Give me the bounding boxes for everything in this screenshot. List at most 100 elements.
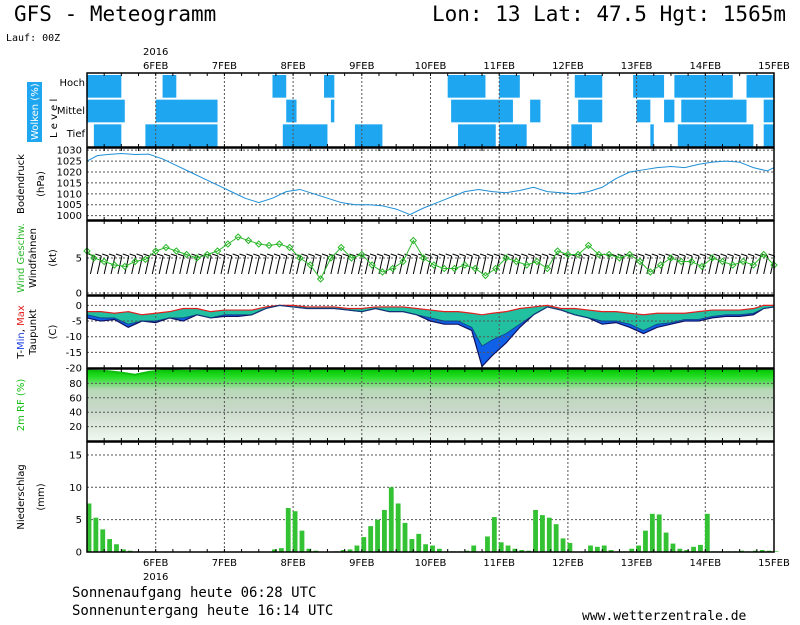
precip-bar [498, 542, 504, 552]
wind-barb-flag [589, 253, 597, 257]
wind-speed-point [440, 264, 448, 273]
cloud-cover-low-segment [354, 124, 383, 147]
frame-layer [86, 72, 775, 553]
wind-barb-flag [411, 253, 418, 257]
wind-barb-flag [266, 253, 274, 257]
wind-speed-point [90, 254, 98, 262]
precip-bar [491, 517, 497, 552]
wind-speed-point [399, 257, 407, 266]
wind-barb-flag [644, 253, 652, 257]
day-label-top: 9FEB [349, 61, 374, 72]
wind-speed-point [255, 240, 263, 248]
wind-speed-point [492, 264, 500, 273]
wind-speed-point [327, 254, 335, 262]
wind-barb-flag [314, 253, 322, 257]
wind-barb [467, 255, 473, 275]
temperature-axis-label-part: Min [16, 332, 27, 350]
wind-barb [192, 255, 198, 275]
wind-barb [550, 255, 556, 275]
precip-bar [759, 550, 765, 552]
precip-bar [594, 546, 600, 552]
wind-barb [247, 255, 253, 275]
wind-barb [605, 255, 611, 275]
wind-barb [165, 255, 171, 275]
day-label-bottom: 14FEB [689, 558, 721, 569]
wind-speed-point [522, 261, 531, 269]
wind-speed-point [121, 262, 129, 271]
wind-barb [241, 255, 247, 275]
precip-bar [114, 544, 119, 552]
wind-barb [282, 255, 288, 275]
precip-bar [93, 517, 99, 552]
wind-barb-flag [321, 253, 329, 257]
pressure-tick-label: 1000 [57, 211, 82, 222]
cloud-cover-high-segment [324, 75, 335, 98]
precip-bar [354, 545, 360, 552]
wind-speed-point [574, 250, 582, 259]
precip-bar [120, 549, 126, 552]
wind-barb [364, 255, 370, 275]
precip-bar [649, 513, 655, 552]
cloud-cover-mid-segment [87, 99, 125, 123]
wind-barb [557, 255, 563, 275]
cloud-axis-label-bg [27, 82, 42, 142]
cloud-cover-low-segment [282, 124, 328, 147]
cloud-cover-high-segment [162, 75, 177, 98]
wind-barb [234, 255, 240, 275]
precip-bar [643, 530, 648, 552]
wind-speed-point [306, 261, 314, 269]
precip-bar [704, 513, 710, 552]
wind-barb [144, 255, 150, 275]
wind-barb [735, 255, 741, 275]
wind-barb [763, 255, 769, 275]
wind-barb-flag [582, 253, 590, 257]
pressure-line [86, 152, 775, 216]
precip-tick-label: 0 [76, 548, 82, 559]
wind-barb [543, 255, 549, 275]
wind-speed-point [430, 261, 438, 269]
wind-barb [227, 255, 233, 275]
wind-barb [261, 255, 267, 275]
wind-speed-point [368, 261, 376, 269]
tmax-line [87, 304, 774, 316]
wind-barb [371, 255, 377, 275]
cloud-level-axis-label: L e v e l [49, 99, 60, 138]
wind-speed-point [110, 261, 119, 269]
wind-barb-flag [734, 253, 741, 257]
wind-barb [302, 255, 308, 275]
precip-bar [670, 543, 676, 552]
precip-bar [608, 550, 614, 552]
temperature-axis-label-part: T- [16, 350, 27, 360]
cloud-cover-mid-segment [530, 99, 541, 123]
wind-speed-point [100, 257, 108, 266]
day-label-top: 11FEB [483, 61, 515, 72]
wind-barb [172, 255, 178, 275]
wind-barb-flag [177, 253, 184, 257]
wind-barb-flag [438, 253, 445, 257]
precip-bar [691, 546, 696, 552]
wind-barb-flag [253, 253, 260, 257]
wind-barb-flag [404, 253, 411, 257]
precip-tick-label: 5 [76, 515, 82, 526]
temperature-tick-label: -20 [66, 364, 82, 375]
precip-tick-label: 10 [69, 483, 82, 494]
wind-barb [639, 255, 645, 275]
pressure-axis-label: Bodendruck [16, 154, 27, 214]
wind-barb-flag [424, 253, 432, 257]
wind-barb [708, 255, 714, 275]
wind-barb-flag [617, 253, 624, 257]
cloud-axis-label: Wolken (%) [30, 83, 41, 140]
precip-bar [292, 511, 298, 552]
wind-speed-point [502, 254, 510, 262]
wind-speed-point [646, 268, 655, 276]
wind-speed-point [667, 254, 675, 262]
wind-barb-flag [335, 253, 342, 257]
wind-barb [612, 255, 618, 275]
wind-barb-flag [720, 253, 727, 257]
wind-speed-point [461, 261, 469, 269]
dewpoint-line [86, 304, 775, 347]
wind-barb [254, 255, 260, 275]
wind-speed-point [626, 250, 634, 259]
day-label-bottom: 7FEB [212, 558, 237, 569]
wind-barb [653, 255, 659, 275]
